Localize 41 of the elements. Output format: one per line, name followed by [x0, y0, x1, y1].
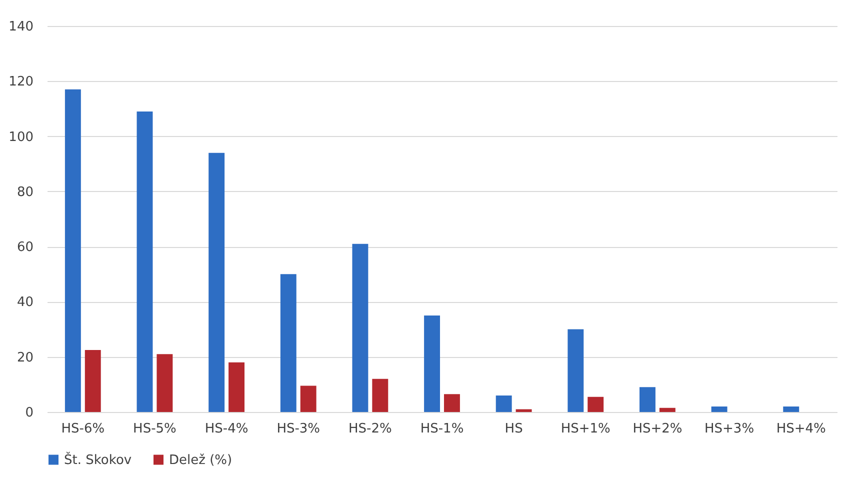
x-tick-label: HS+1% [560, 422, 610, 436]
y-tick-label: 60 [16, 240, 34, 256]
x-tick-label: HS [504, 422, 523, 436]
bar [783, 406, 800, 412]
bar [280, 274, 296, 412]
x-tick-label: HS-2% [348, 422, 392, 436]
y-tick-label: 40 [16, 295, 34, 310]
bar [516, 409, 532, 412]
x-tick-label: HS+4% [776, 422, 826, 436]
bar [588, 396, 604, 412]
legend-label: Delež (%) [169, 452, 232, 468]
x-tick-label: HS-5% [133, 422, 176, 436]
bar [300, 386, 316, 412]
x-tick-label: HS+2% [632, 422, 682, 436]
y-tick-label: 100 [8, 130, 34, 145]
bar [84, 350, 101, 412]
y-tick-label: 20 [16, 350, 34, 366]
bar [640, 387, 656, 412]
bar [568, 329, 584, 412]
bar [444, 394, 460, 412]
x-tick-label: HS+3% [704, 422, 754, 436]
bar [136, 111, 153, 412]
y-tick-label: 120 [8, 74, 34, 90]
x-tick-label: HS-6% [61, 422, 105, 436]
legend-label: Št. Skokov [64, 450, 132, 468]
bar [659, 408, 676, 412]
bar [372, 378, 388, 412]
y-tick-label: 0 [25, 406, 34, 420]
bar [64, 89, 81, 412]
bar [228, 362, 244, 412]
y-tick-label: 140 [8, 20, 34, 34]
bar [352, 244, 368, 412]
y-tick-label: 80 [16, 184, 34, 200]
bar [208, 152, 225, 412]
x-tick-label: HS-3% [276, 422, 320, 436]
bar [156, 354, 173, 412]
bar [496, 395, 512, 412]
bar [711, 406, 728, 412]
x-tick-label: HS-1% [420, 422, 464, 436]
bar [424, 316, 440, 412]
x-tick-label: HS-4% [204, 422, 248, 436]
